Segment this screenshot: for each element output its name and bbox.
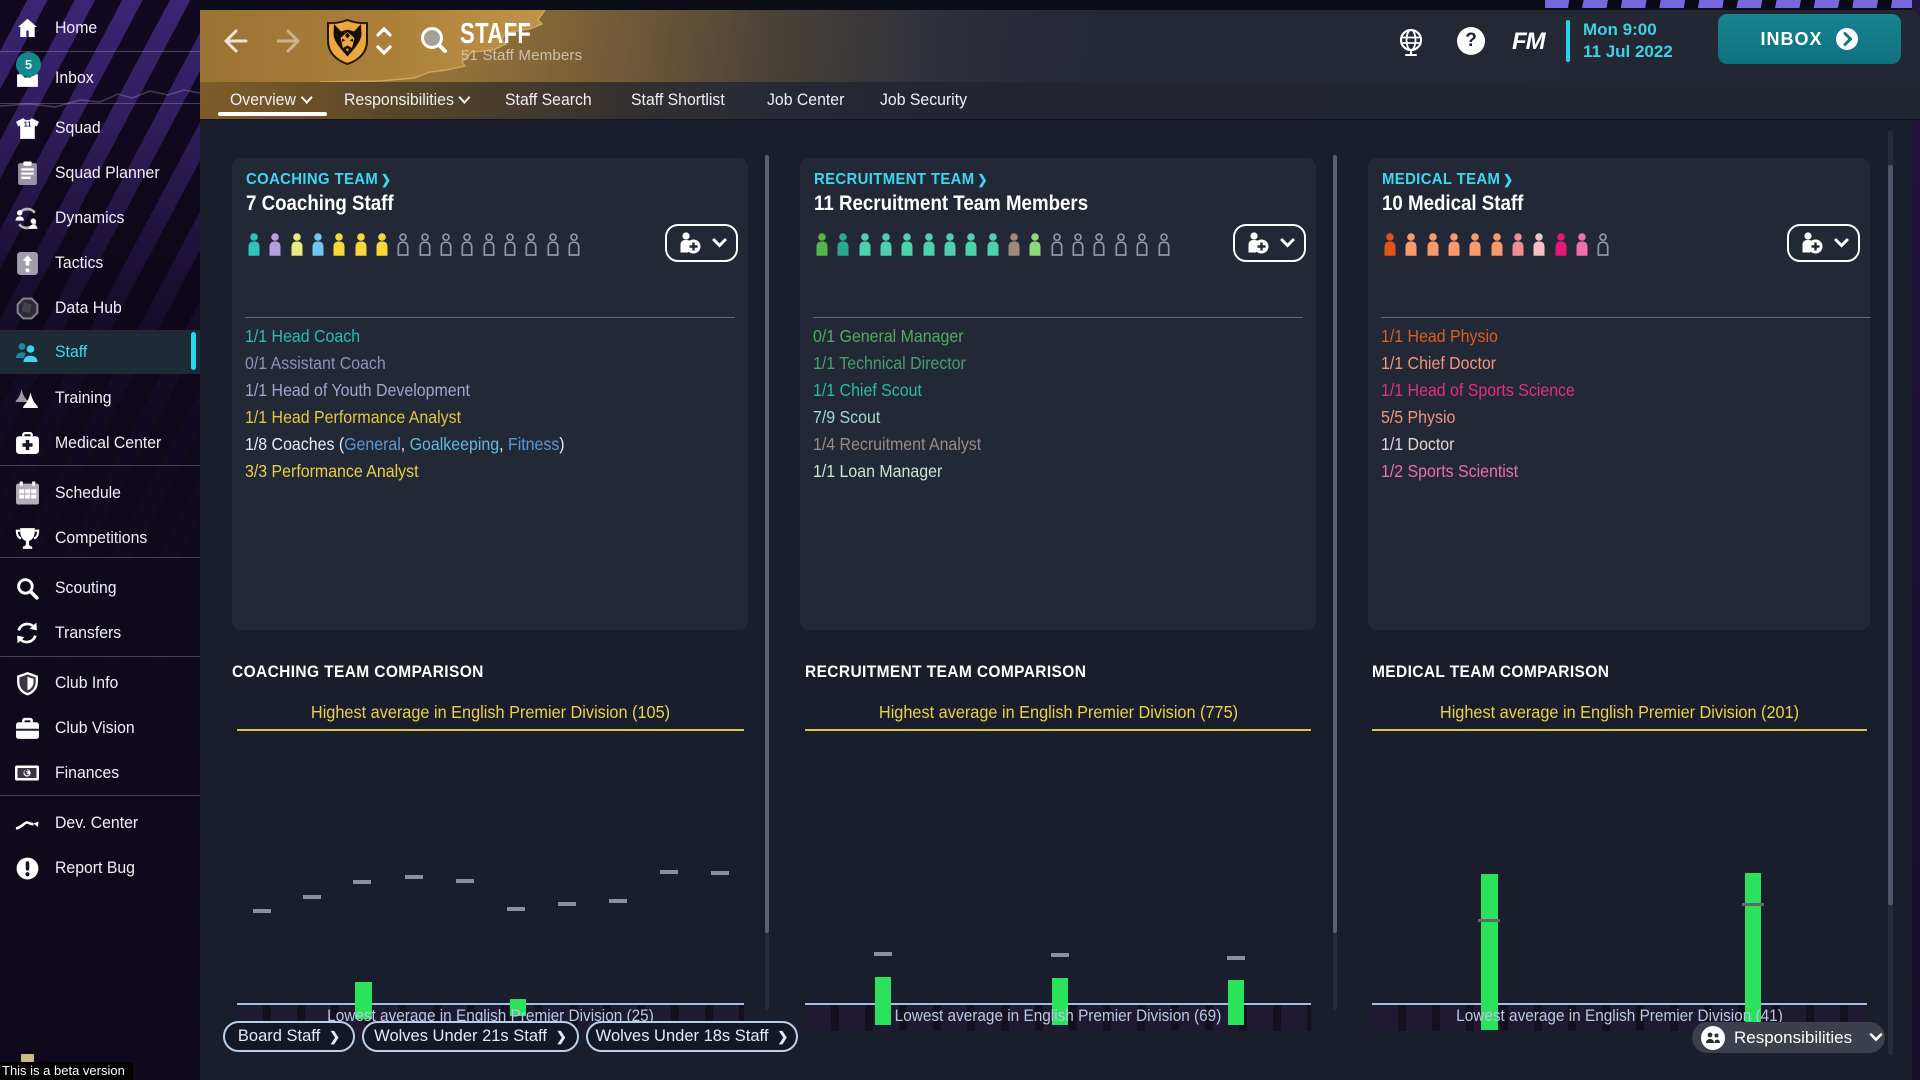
svg-text:11: 11 (23, 119, 31, 128)
